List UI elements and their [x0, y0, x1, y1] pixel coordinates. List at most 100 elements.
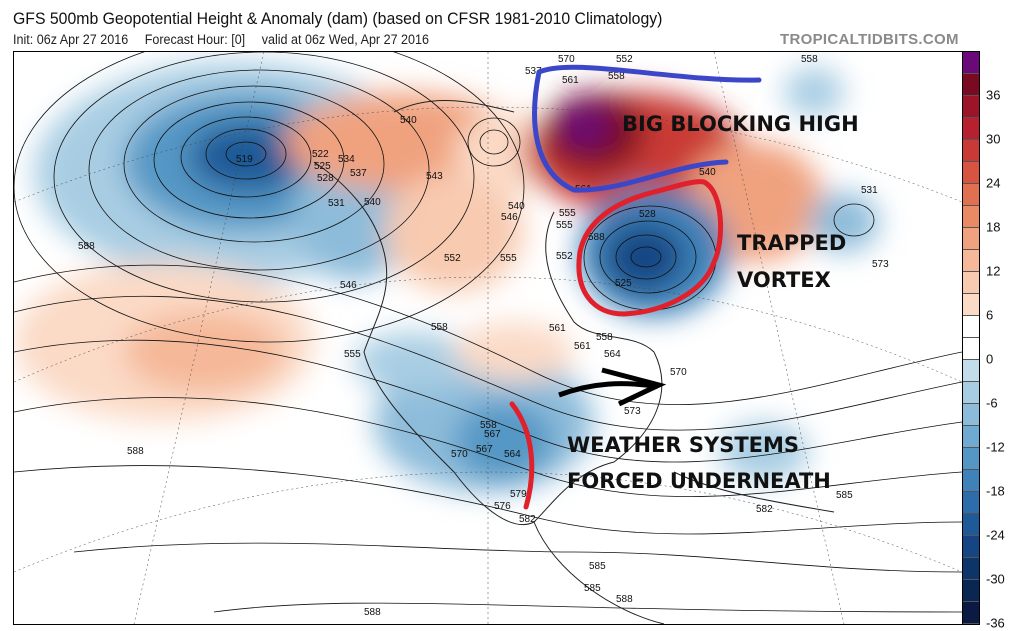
- blocking-high-outline: [532, 64, 762, 193]
- colorbar-segment: [963, 206, 979, 228]
- annotation-blocking-high: BIG BLOCKING HIGH: [532, 64, 859, 193]
- contour-label: 558: [480, 420, 497, 431]
- contour-label: 540: [400, 115, 417, 126]
- contour-label: 582: [756, 504, 773, 515]
- colorbar-segment: [963, 140, 979, 162]
- colorbar-segment: [963, 228, 979, 250]
- colorbar-segment: [963, 294, 979, 316]
- colorbar-segment: [963, 118, 979, 140]
- annotation-trapped-vortex: TRAPPED VORTEX: [576, 179, 846, 317]
- colorbar-tick-label: 12: [986, 263, 1001, 279]
- contour-label: 519: [236, 154, 253, 165]
- contour-label: 573: [624, 406, 641, 417]
- contour-label: 588: [127, 446, 144, 457]
- forecast-hour: Forecast Hour: [0]: [144, 32, 246, 47]
- colorbar-segment: [963, 316, 979, 338]
- colorbar-tick-label: -36: [986, 615, 1005, 631]
- contour-label: 585: [589, 561, 606, 572]
- colorbar-segment: [963, 382, 979, 404]
- contour-label: 546: [340, 280, 357, 291]
- contour-labels: 519 5225255285315345375405465375405435405…: [78, 54, 889, 618]
- colorbar-segment: [963, 558, 979, 580]
- colorbar-tick-label: 18: [986, 219, 1001, 235]
- systems-label-line2: FORCED UNDERNEATH: [567, 469, 831, 493]
- init-time: Init: 06z Apr 27 2016: [13, 32, 129, 47]
- contour-label: 540: [364, 197, 381, 208]
- contour-label: 552: [616, 54, 633, 65]
- contour-label: 525: [314, 161, 331, 172]
- contour-label: 573: [872, 259, 889, 270]
- contour-label: 546: [501, 212, 518, 223]
- contour-label: 525: [615, 278, 632, 289]
- colorbar-segment: [963, 514, 979, 536]
- vortex-label-line1: TRAPPED: [737, 231, 846, 255]
- contour-label: 558: [596, 332, 613, 343]
- contour-label: 540: [508, 201, 525, 212]
- colorbar-segment: [963, 580, 979, 602]
- coastlines: [313, 99, 835, 624]
- colorbar-segment: [963, 162, 979, 184]
- contour-label: 564: [604, 349, 621, 360]
- colorbar-segment: [963, 536, 979, 558]
- colorbar-segment: [963, 338, 979, 360]
- colorbar-segment: [963, 602, 979, 624]
- map-title: GFS 500mb Geopotential Height & Anomaly …: [13, 9, 663, 28]
- colorbar-tick-label: -18: [986, 483, 1005, 499]
- contour-label: 567: [476, 444, 493, 455]
- contour-label: 537: [525, 66, 542, 77]
- colorbar-tick-label: -24: [986, 527, 1005, 543]
- colorbar-tick-label: 36: [986, 87, 1001, 103]
- contour-label: 582: [519, 514, 536, 525]
- contour-label: 588: [364, 607, 381, 618]
- colorbar-tick-label: 0: [986, 351, 994, 367]
- colorbar-segment: [963, 404, 979, 426]
- contour-label: 552: [444, 253, 461, 264]
- colorbar-tick-label: 30: [986, 131, 1001, 147]
- colorbar-tick-label: 6: [986, 307, 994, 323]
- contour-label: 534: [338, 154, 355, 165]
- contour-label: 558: [431, 322, 448, 333]
- contour-label: 561: [562, 75, 579, 86]
- contour-label: 528: [317, 173, 334, 184]
- contour-label: 522: [312, 149, 329, 160]
- flow-arrow: [558, 381, 655, 398]
- contour-label: 540: [699, 167, 716, 178]
- vortex-label-line2: VORTEX: [737, 268, 831, 292]
- contour-label: 570: [558, 54, 575, 65]
- colorbar-segment: [963, 96, 979, 118]
- contour-label: 537: [350, 168, 367, 179]
- colorbar-tick-label: -30: [986, 571, 1005, 587]
- colorbar-segment: [963, 470, 979, 492]
- valid-time: valid at 06z Wed, Apr 27 2016: [261, 32, 429, 47]
- annotation-weather-systems: WEATHER SYSTEMS FORCED UNDERNEATH: [509, 367, 831, 510]
- colorbar-segment: [963, 360, 979, 382]
- contour-label: 579: [510, 489, 527, 500]
- colorbar-segment: [963, 250, 979, 272]
- contour-label: 585: [836, 490, 853, 501]
- colorbar-segment: [963, 426, 979, 448]
- colorbar-segment: [963, 272, 979, 294]
- colorbar: [962, 51, 980, 625]
- anomaly-map: 519 522 525 528 531 534 537 540 546 537 540 543 540 5…: [13, 51, 963, 625]
- height-contours: [14, 52, 962, 613]
- contour-label: 567: [484, 429, 501, 440]
- colorbar-tick-label: -6: [986, 395, 998, 411]
- contour-label: 531: [861, 185, 878, 196]
- blocking-high-label: BIG BLOCKING HIGH: [622, 112, 859, 136]
- colorbar-tick-label: 24: [986, 175, 1001, 191]
- contour-label: 528: [639, 209, 656, 220]
- contour-label: 555: [500, 253, 517, 264]
- contour-label: 531: [328, 198, 345, 209]
- colorbar-segment: [963, 448, 979, 470]
- trough-line: [509, 401, 535, 510]
- contour-label: 543: [426, 171, 443, 182]
- contour-label: 588: [78, 241, 95, 252]
- contour-label: 564: [504, 449, 521, 460]
- vortex-outline: [576, 179, 724, 317]
- contour-label: 555: [559, 208, 576, 219]
- colorbar-segment: [963, 184, 979, 206]
- contour-label: 576: [494, 501, 511, 512]
- map-canvas: 519 5225255285315345375405465375405435405…: [14, 52, 962, 624]
- contour-label: 558: [608, 71, 625, 82]
- contour-label: 585: [584, 583, 601, 594]
